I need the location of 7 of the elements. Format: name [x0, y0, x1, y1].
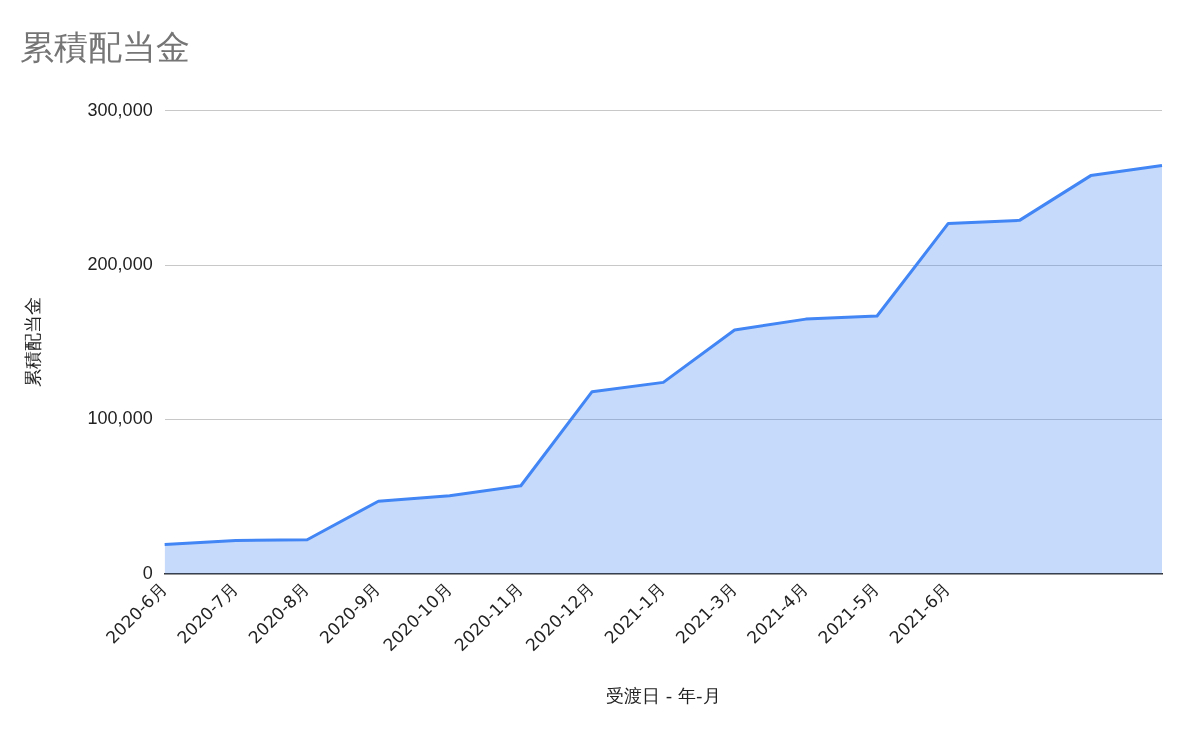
- chart-title: 累積配当金: [20, 27, 190, 68]
- y-axis-title: 累積配当金: [22, 297, 44, 388]
- y-tick-label: 100,000: [87, 408, 153, 429]
- x-axis-title: 受渡日 - 年-月: [606, 684, 721, 706]
- y-tick-label: 300,000: [87, 99, 153, 120]
- y-tick-label: 0: [142, 562, 153, 583]
- y-tick-label: 200,000: [87, 254, 153, 275]
